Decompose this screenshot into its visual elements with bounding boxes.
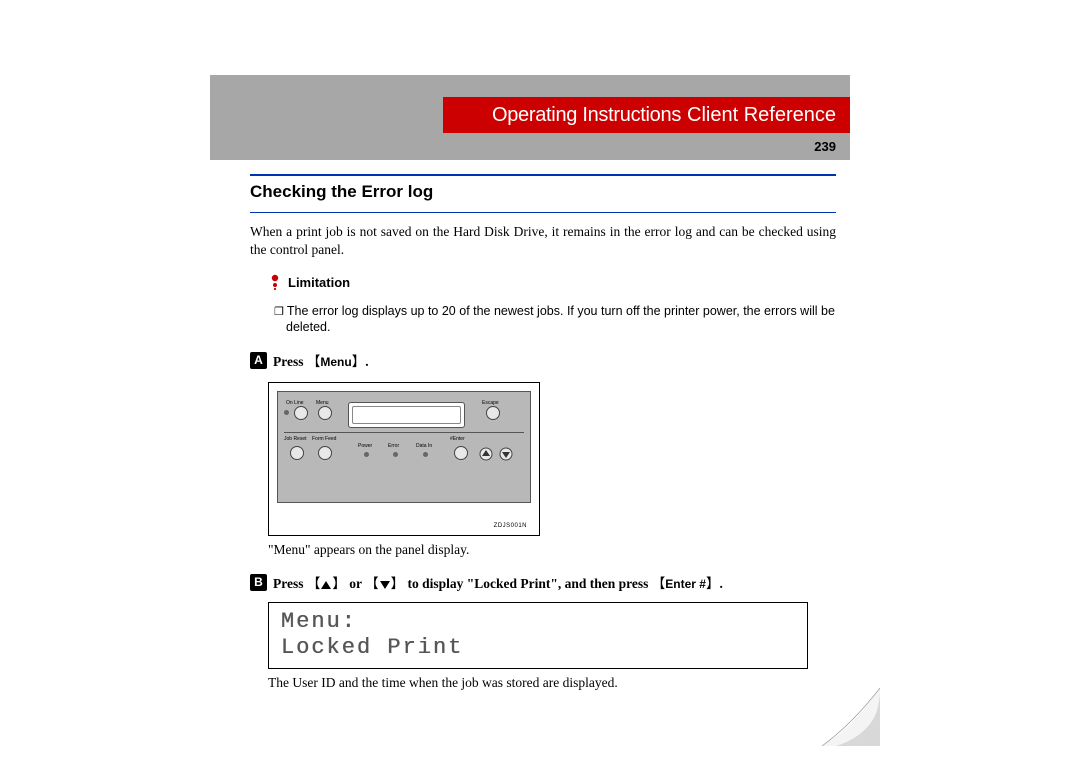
step-1-suffix: . <box>365 354 368 369</box>
step-2-tail: to display "Locked Print", and then pres… <box>404 576 652 591</box>
led-online <box>284 410 289 415</box>
led-error <box>393 452 398 457</box>
page-number: 239 <box>814 139 836 154</box>
page-content: Checking the Error log When a print job … <box>210 160 850 691</box>
step-2: B Press 【】 or 【】 to display "Locked Prin… <box>250 572 836 592</box>
rule-under-heading <box>250 212 836 213</box>
label-job-reset: Job Reset <box>284 436 307 442</box>
title-band: Operating Instructions Client Reference <box>443 97 850 133</box>
button-form-feed <box>318 446 332 460</box>
led-power <box>364 452 369 457</box>
button-job-reset <box>290 446 304 460</box>
lcd-display-box: Menu: Locked Print <box>268 602 808 669</box>
button-escape <box>486 406 500 420</box>
step-1: A Press 【Menu】. <box>250 350 836 370</box>
intro-paragraph: When a print job is not saved on the Har… <box>250 223 836 258</box>
page-header: Operating Instructions Client Reference … <box>210 75 850 160</box>
section-heading: Checking the Error log <box>250 182 836 202</box>
step-2-text: Press 【】 or 【】 to display "Locked Print"… <box>273 572 723 592</box>
step-2-key: Enter # <box>665 577 706 591</box>
control-panel-figure: On Line Menu Escape Job Reset Form Feed … <box>268 382 540 536</box>
figure-code: ZDJS001N <box>494 523 527 529</box>
panel-body: On Line Menu Escape Job Reset Form Feed … <box>277 391 531 503</box>
limitation-label: Limitation <box>288 275 350 290</box>
doc-title-strong: Operating Instructions <box>492 104 681 127</box>
label-data-in: Data In <box>416 443 432 449</box>
step-1-text: Press 【Menu】. <box>273 350 369 370</box>
limitation-heading: Limitation <box>268 274 836 290</box>
lcd-line-1: Menu: <box>281 609 795 634</box>
label-form-feed: Form Feed <box>312 436 336 442</box>
step-2-prefix: Press <box>273 576 307 591</box>
arrow-buttons <box>478 446 518 462</box>
page-curl-icon[interactable] <box>822 688 880 746</box>
step-2-mid: or <box>346 576 365 591</box>
limitation-text: The error log displays up to 20 of the n… <box>286 303 836 337</box>
panel-lcd <box>348 402 465 428</box>
panel-divider <box>284 432 524 433</box>
label-enter: #Enter <box>450 436 465 442</box>
down-arrow-icon <box>379 580 391 590</box>
label-error: Error <box>388 443 399 449</box>
step-1-badge: A <box>250 352 267 369</box>
button-online <box>294 406 308 420</box>
lcd-line-2: Locked Print <box>281 635 795 660</box>
document-page: Operating Instructions Client Reference … <box>210 75 850 691</box>
rule-top <box>250 174 836 176</box>
limitation-icon <box>268 274 282 290</box>
button-menu <box>318 406 332 420</box>
up-arrow-icon <box>320 580 332 590</box>
label-power: Power <box>358 443 372 449</box>
led-data-in <box>423 452 428 457</box>
step-1-caption: "Menu" appears on the panel display. <box>268 542 836 558</box>
step-2-suffix: . <box>719 576 722 591</box>
doc-title-light: Client Reference <box>687 104 836 127</box>
after-lcd-text: The User ID and the time when the job wa… <box>268 675 836 691</box>
step-1-key: Menu <box>320 355 351 369</box>
button-enter <box>454 446 468 460</box>
step-2-badge: B <box>250 574 267 591</box>
step-1-prefix: Press <box>273 354 307 369</box>
